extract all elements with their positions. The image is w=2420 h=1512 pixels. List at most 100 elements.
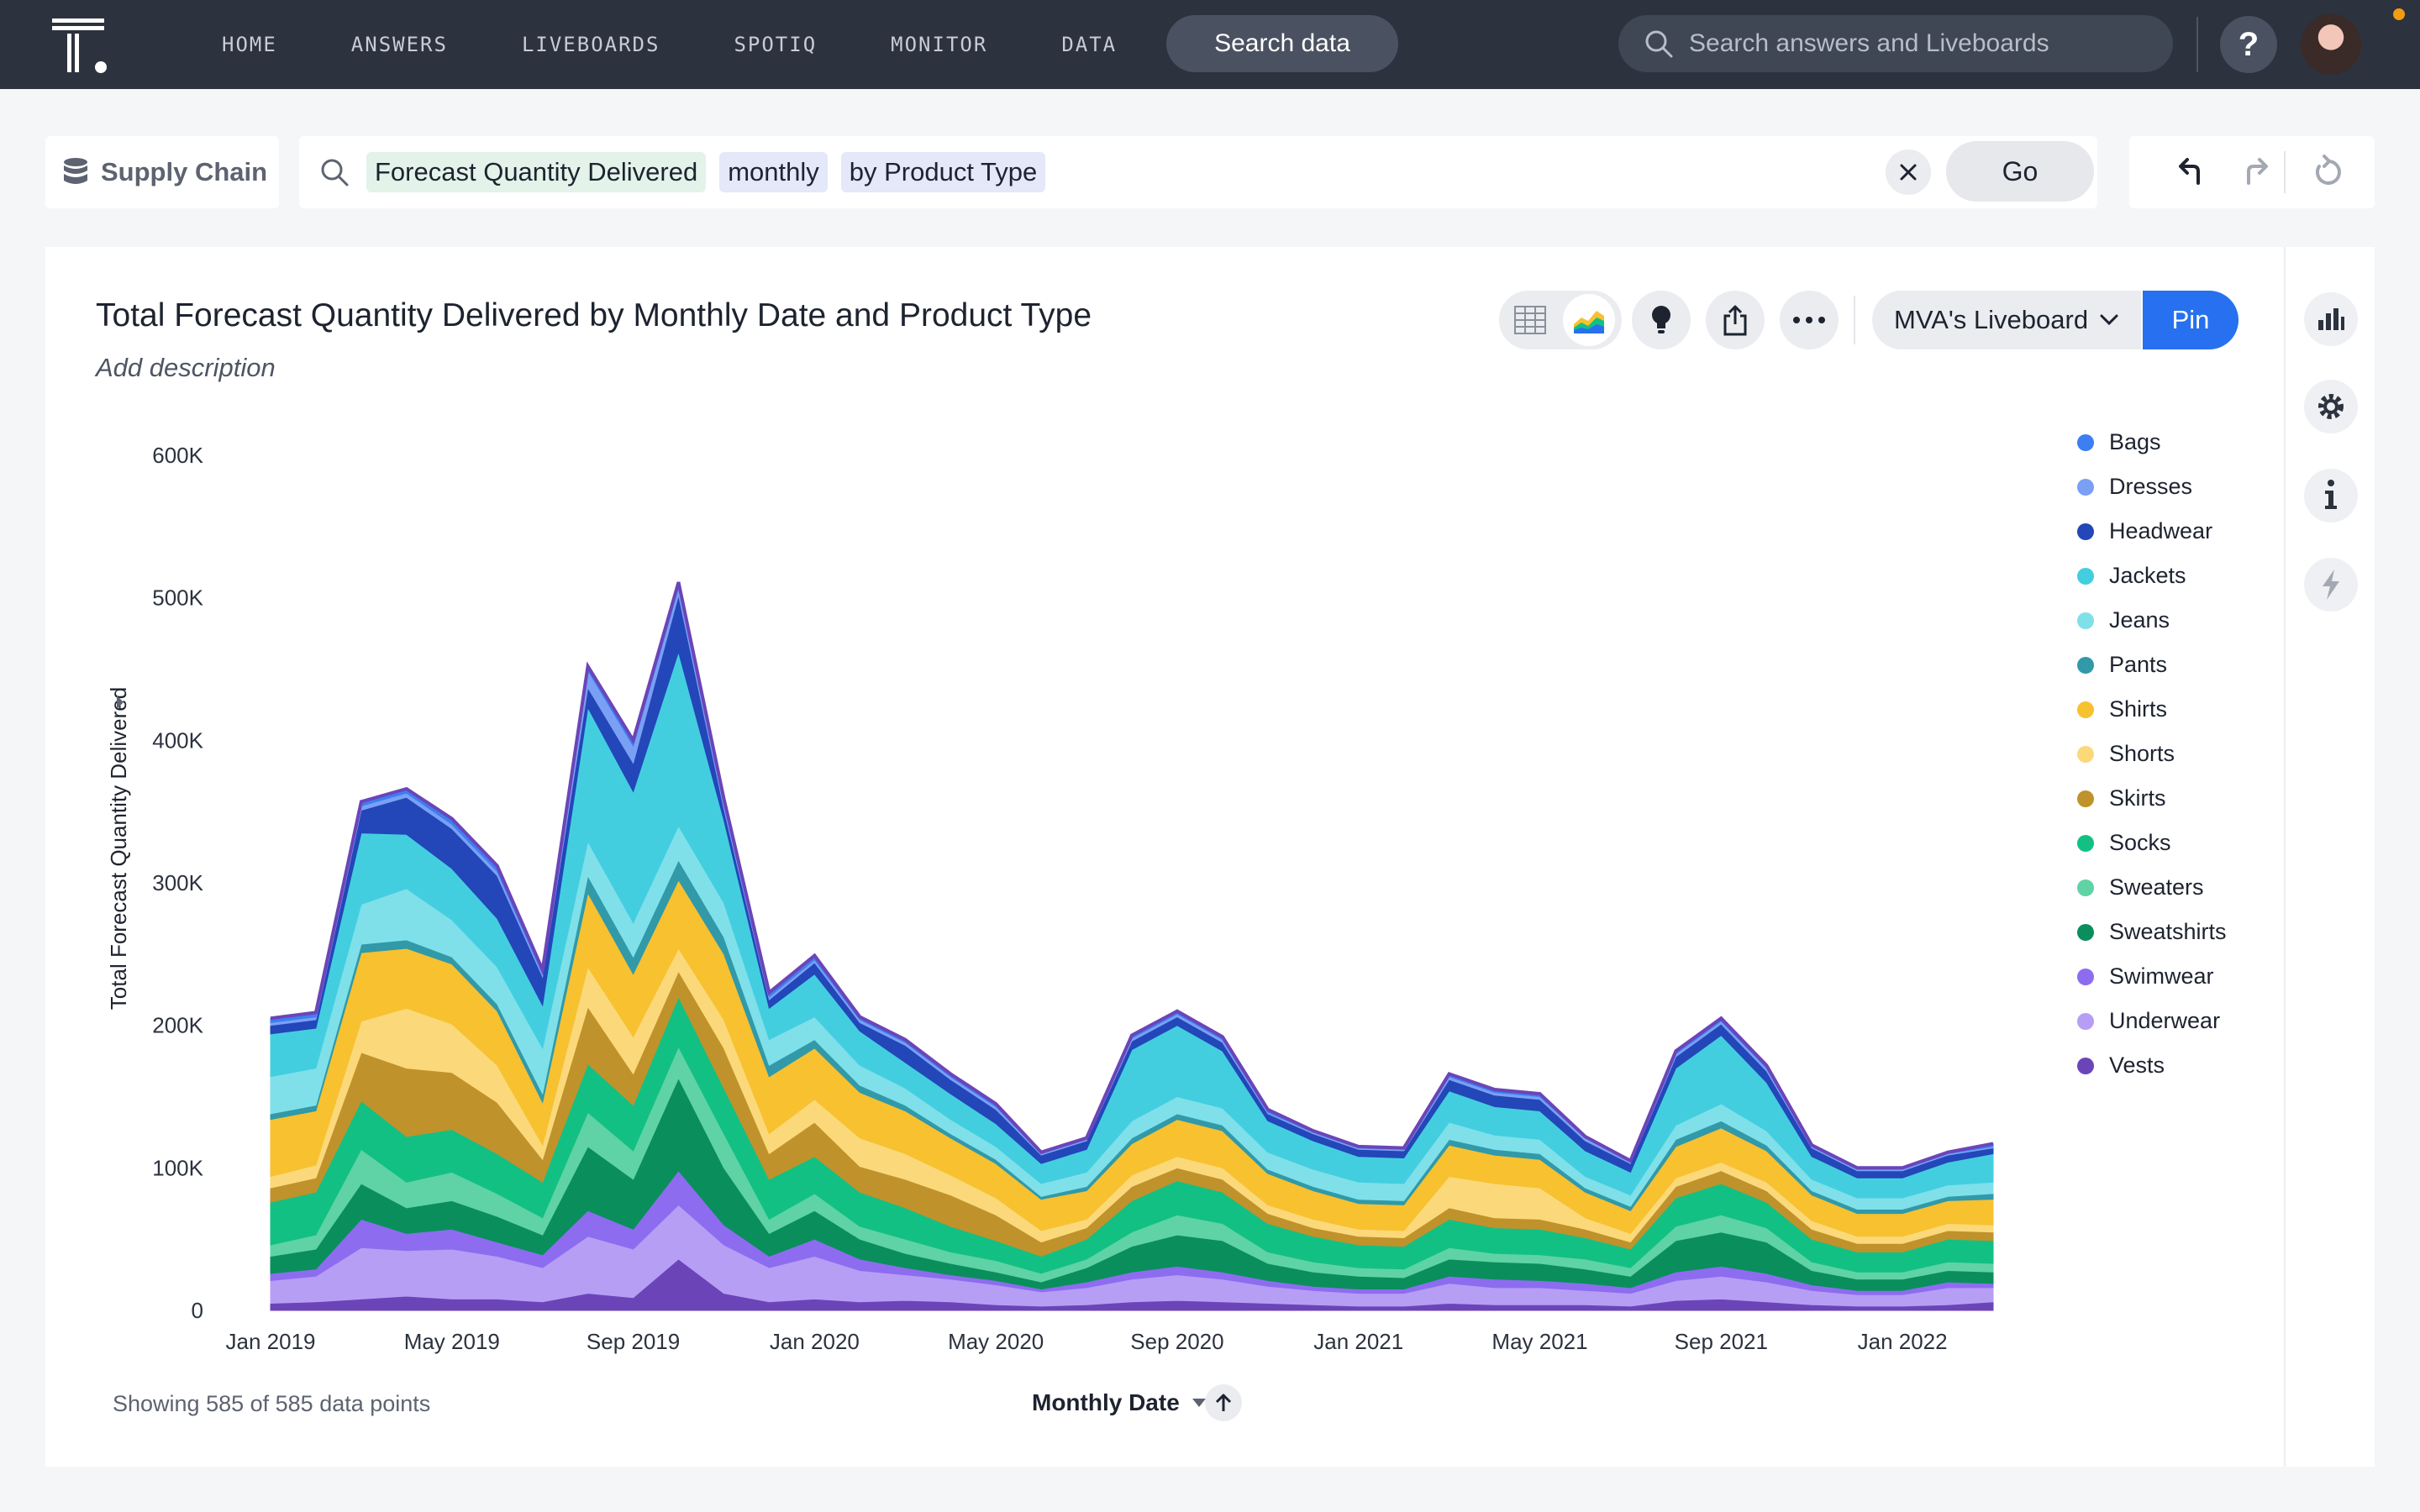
table-icon[interactable] bbox=[1514, 306, 1546, 334]
global-search-input[interactable] bbox=[1689, 29, 2160, 58]
area-top-outline bbox=[270, 581, 1994, 1170]
chevron-down-icon bbox=[2100, 314, 2118, 326]
nav-monitor[interactable]: MONITOR bbox=[891, 33, 988, 56]
y-tick-label: 0 bbox=[192, 1298, 203, 1323]
legend-dot bbox=[2077, 790, 2094, 807]
bar-chart-icon bbox=[2318, 308, 2344, 330]
legend-label: Jeans bbox=[2109, 607, 2170, 633]
close-icon bbox=[1900, 164, 1917, 181]
legend-label: Headwear bbox=[2109, 518, 2213, 543]
nav-spotiq[interactable]: SPOTIQ bbox=[734, 33, 818, 56]
chart-legend: Bags Dresses Headwear Jackets Jeans Pants Shir… bbox=[2075, 420, 2227, 1088]
settings-button[interactable] bbox=[2304, 380, 2358, 433]
legend-item-sweaters[interactable]: Sweaters bbox=[2075, 865, 2227, 910]
liveboard-select-value: MVA's Liveboard bbox=[1894, 305, 2089, 334]
y-tick-label: 100K bbox=[152, 1155, 203, 1180]
reset-icon[interactable] bbox=[2311, 155, 2346, 190]
legend-dot bbox=[2077, 923, 2094, 941]
nav-answers[interactable]: ANSWERS bbox=[350, 33, 448, 56]
insights-button[interactable] bbox=[1632, 291, 1691, 349]
legend-item-shirts[interactable]: Shirts bbox=[2075, 687, 2227, 732]
y-tick-label: 600K bbox=[152, 443, 203, 468]
nav-home[interactable]: HOME bbox=[222, 33, 277, 56]
x-axis-title[interactable]: Monthly Date bbox=[1032, 1389, 1207, 1416]
gear-icon bbox=[2318, 394, 2344, 419]
history-divider bbox=[2284, 151, 2286, 193]
legend-label: Dresses bbox=[2109, 474, 2193, 499]
x-tick-label: Jan 2019 bbox=[226, 1329, 316, 1354]
sort-button[interactable] bbox=[1205, 1384, 1242, 1421]
share-button[interactable] bbox=[1706, 291, 1765, 349]
notification-dot bbox=[2393, 8, 2405, 20]
search-query-bar[interactable]: Forecast Quantity Delivered monthly by P… bbox=[299, 136, 2097, 208]
spotiq-button[interactable] bbox=[2304, 558, 2358, 612]
avatar[interactable] bbox=[2301, 14, 2361, 75]
y-tick-label: 200K bbox=[152, 1013, 203, 1038]
answer-title[interactable]: Total Forecast Quantity Delivered by Mon… bbox=[96, 297, 1092, 333]
search-icon bbox=[321, 159, 349, 186]
legend-item-swimwear[interactable]: Swimwear bbox=[2075, 954, 2227, 999]
legend-dot bbox=[2077, 968, 2094, 985]
x-tick-label: Sep 2020 bbox=[1130, 1329, 1223, 1354]
search-token-attribute[interactable]: by Product Type bbox=[840, 152, 1046, 192]
table-chart-toggle[interactable] bbox=[1499, 291, 1622, 349]
legend-label: Bags bbox=[2109, 429, 2161, 454]
legend-label: Sweatshirts bbox=[2109, 919, 2227, 944]
global-search[interactable] bbox=[1618, 15, 2173, 72]
lightning-icon bbox=[2323, 570, 2339, 600]
legend-item-dresses[interactable]: Dresses bbox=[2075, 465, 2227, 509]
search-token-measure[interactable]: Forecast Quantity Delivered bbox=[366, 152, 707, 192]
pin-button[interactable]: Pin bbox=[2143, 291, 2238, 349]
legend-dot bbox=[2077, 1012, 2094, 1030]
legend-dot bbox=[2077, 433, 2094, 451]
help-button[interactable]: ? bbox=[2220, 16, 2277, 73]
go-button[interactable]: Go bbox=[1946, 141, 2094, 202]
legend-label: Socks bbox=[2109, 830, 2171, 855]
database-icon bbox=[64, 158, 87, 184]
toolbar-divider bbox=[1854, 296, 1855, 344]
legend-item-bags[interactable]: Bags bbox=[2075, 420, 2227, 465]
legend-item-shorts[interactable]: Shorts bbox=[2075, 732, 2227, 776]
clear-search-button[interactable] bbox=[1886, 150, 1931, 195]
search-data-button[interactable]: Search data bbox=[1166, 15, 1398, 72]
chart-config-button[interactable] bbox=[2304, 292, 2358, 346]
y-axis-caret-icon bbox=[117, 696, 124, 709]
x-axis-title-text: Monthly Date bbox=[1032, 1389, 1180, 1415]
legend-item-sweatshirts[interactable]: Sweatshirts bbox=[2075, 910, 2227, 954]
legend-dot bbox=[2077, 656, 2094, 674]
legend-item-headwear[interactable]: Headwear bbox=[2075, 509, 2227, 554]
legend-dot bbox=[2077, 478, 2094, 496]
legend-dot bbox=[2077, 701, 2094, 718]
legend-dot bbox=[2077, 1057, 2094, 1074]
legend-item-socks[interactable]: Socks bbox=[2075, 821, 2227, 865]
x-tick-label: May 2021 bbox=[1491, 1329, 1587, 1354]
legend-item-jackets[interactable]: Jackets bbox=[2075, 554, 2227, 598]
legend-label: Underwear bbox=[2109, 1008, 2221, 1033]
legend-item-skirts[interactable]: Skirts bbox=[2075, 776, 2227, 821]
data-source-selector[interactable]: Supply Chain bbox=[45, 136, 279, 208]
y-tick-label: 400K bbox=[152, 727, 203, 753]
nav-liveboards[interactable]: LIVEBOARDS bbox=[521, 33, 660, 56]
answer-description[interactable]: Add description bbox=[96, 353, 276, 382]
legend-item-vests[interactable]: Vests bbox=[2075, 1043, 2227, 1088]
nav-data[interactable]: DATA bbox=[1061, 33, 1118, 56]
search-token-keyword[interactable]: monthly bbox=[719, 152, 828, 192]
caret-down-icon bbox=[1192, 1399, 1206, 1407]
legend-item-underwear[interactable]: Underwear bbox=[2075, 999, 2227, 1043]
liveboard-select[interactable]: MVA's Liveboard bbox=[1872, 291, 2141, 349]
area-chart-icon bbox=[1574, 311, 1604, 333]
share-icon bbox=[1723, 305, 1747, 336]
more-options-button[interactable] bbox=[1780, 291, 1839, 349]
redo-icon[interactable] bbox=[2238, 155, 2274, 190]
legend-item-pants[interactable]: Pants bbox=[2075, 643, 2227, 687]
undo-icon[interactable] bbox=[2173, 155, 2208, 190]
nav-links: HOME ANSWERS LIVEBOARDS SPOTIQ MONITOR D… bbox=[222, 0, 1191, 89]
y-tick-label: 500K bbox=[152, 585, 203, 611]
legend-item-jeans[interactable]: Jeans bbox=[2075, 598, 2227, 643]
thoughtspot-logo[interactable] bbox=[52, 18, 111, 74]
legend-dot bbox=[2077, 567, 2094, 585]
data-points-note: Showing 585 of 585 data points bbox=[113, 1391, 431, 1416]
info-button[interactable] bbox=[2304, 469, 2358, 522]
data-source-label: Supply Chain bbox=[101, 157, 268, 186]
